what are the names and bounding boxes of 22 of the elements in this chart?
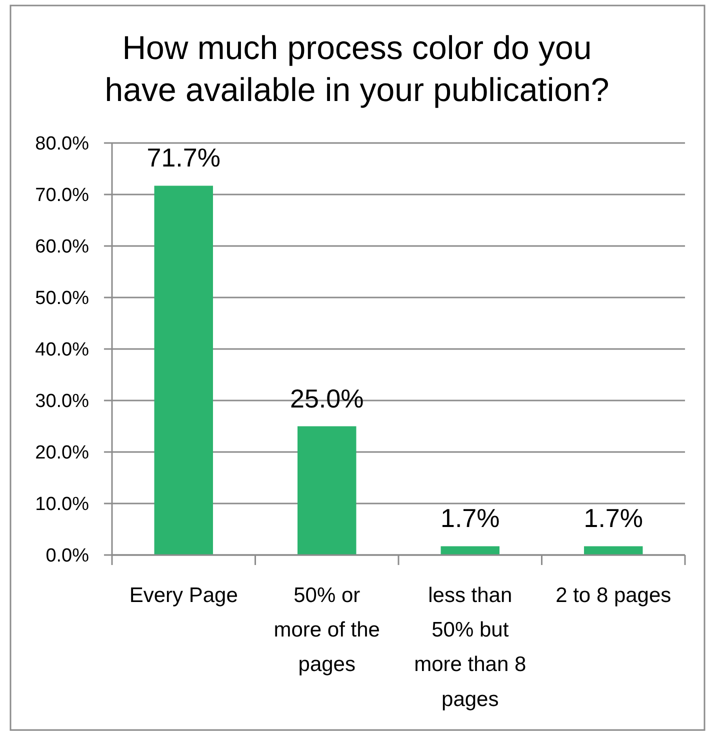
y-tick-label: 30.0% <box>35 391 90 412</box>
data-label: 25.0% <box>290 383 364 414</box>
y-tick-label: 0.0% <box>46 546 90 567</box>
data-label: 71.7% <box>146 142 220 173</box>
x-tick-label: 50% or more of the pages <box>274 584 380 676</box>
data-label: 1.7% <box>584 503 644 534</box>
y-tick-label: 60.0% <box>35 236 90 258</box>
y-tick-label: 10.0% <box>35 494 90 516</box>
y-tick-label: 50.0% <box>35 288 90 310</box>
x-tick-label: 2 to 8 pages <box>556 584 672 607</box>
bar <box>298 426 356 555</box>
x-tick-label: less than 50% but more than 8 pages <box>414 584 526 711</box>
bar <box>440 546 500 555</box>
y-tick-label: 20.0% <box>35 442 90 464</box>
x-tick-label: Every Page <box>129 584 238 607</box>
y-tick-label: 70.0% <box>35 185 90 206</box>
bar <box>154 186 213 555</box>
data-label: 1.7% <box>440 503 500 534</box>
y-tick-label: 80.0% <box>35 134 90 155</box>
bar <box>584 546 643 555</box>
y-tick-label: 40.0% <box>35 340 90 361</box>
chart-title: How much process color do you have available in your publication? <box>104 29 610 108</box>
